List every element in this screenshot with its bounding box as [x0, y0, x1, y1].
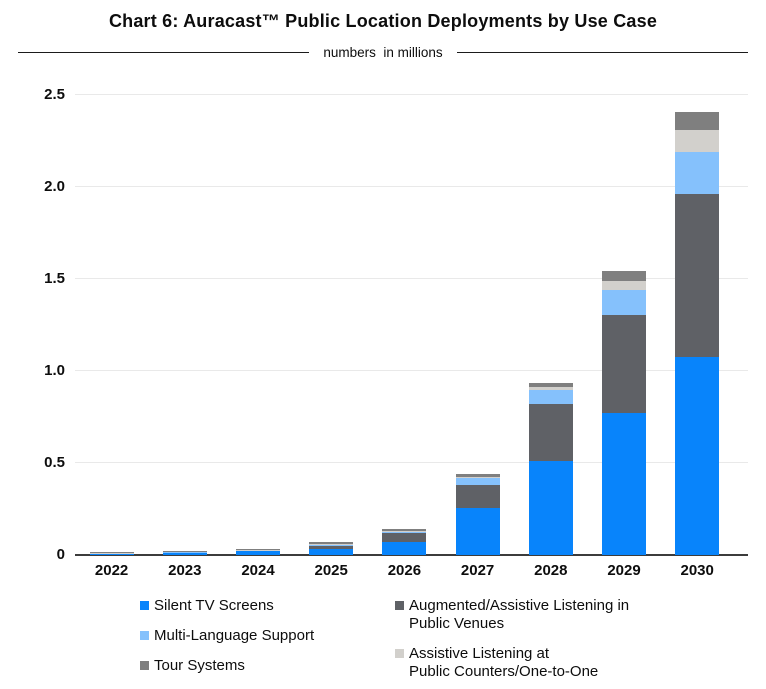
gridline-2.0	[75, 186, 748, 188]
bar-segment-2024-tour-systems	[236, 548, 280, 550]
legend-item-multi-language-support: Multi-Language Support	[140, 627, 395, 645]
gridline-1.5	[75, 278, 748, 280]
bar-segment-2028-multi-language-support	[528, 390, 573, 404]
bar-2027	[455, 85, 500, 555]
bar-segment-2028-augmented-assistive-listening-in-public-venues	[528, 403, 573, 462]
legend-swatch-icon	[140, 661, 149, 670]
bar-2025	[309, 85, 354, 555]
bar-segment-2026-multi-language-support	[382, 531, 427, 534]
y-tick-label-1.0: 1.0	[44, 361, 65, 379]
bar-2022	[89, 85, 134, 555]
bar-segment-2029-multi-language-support	[602, 289, 646, 315]
subtitle-rule-left	[18, 51, 310, 54]
bar-segment-2029-augmented-assistive-listening-in-public-venues	[602, 314, 646, 414]
bar-segment-2027-assistive-listening-at-public-counters-one-to-one	[455, 476, 500, 479]
bar-segment-2028-tour-systems	[528, 382, 573, 388]
legend-column-right: Augmented/Assistive Listening in Public …	[395, 597, 735, 689]
legend-label: Augmented/Assistive Listening in Public …	[409, 597, 630, 632]
gridline-1.0	[75, 370, 748, 372]
bar-segment-2030-tour-systems	[675, 112, 720, 130]
bar-segment-2026-silent-tv-screens	[382, 542, 427, 555]
x-tick-label-2024: 2024	[241, 562, 275, 579]
chart-subtitle-row: numbers in millions	[18, 44, 749, 61]
x-axis-labels: 2022 2023 2024 2025 2026 2027 2028 2029 2030	[75, 562, 748, 584]
bar-segment-2024-augmented-assistive-listening-in-public-venues	[236, 550, 280, 552]
gridline-2.5	[75, 94, 748, 95]
bar-segment-2024-silent-tv-screens	[236, 551, 280, 555]
legend-item-silent-tv-screens: Silent TV Screens	[140, 597, 395, 615]
bar-segment-2025-augmented-assistive-listening-in-public-venues	[309, 545, 354, 549]
bar-2024	[236, 85, 280, 555]
bar-2028	[528, 85, 573, 555]
bar-segment-2027-multi-language-support	[455, 478, 500, 485]
bar-segment-2026-assistive-listening-at-public-counters-one-to-one	[382, 530, 427, 532]
legend-swatch-icon	[395, 649, 404, 658]
chart-subtitle: numbers in millions	[323, 45, 443, 60]
bar-segment-2023-silent-tv-screens	[162, 552, 207, 555]
x-tick-label-2029: 2029	[607, 562, 641, 579]
bar-segment-2027-silent-tv-screens	[455, 508, 500, 555]
subtitle-rule-right	[456, 51, 749, 54]
bar-segment-2026-tour-systems	[382, 529, 427, 531]
legend-label: Assistive Listening at Public Counters/O…	[409, 645, 599, 680]
bar-segment-2029-assistive-listening-at-public-counters-one-to-one	[602, 281, 646, 290]
legend-column-left: Silent TV Screens Multi-Language Support…	[140, 597, 395, 689]
x-tick-label-2025: 2025	[314, 562, 348, 579]
legend-label: Multi-Language Support	[154, 627, 315, 644]
bar-segment-2028-silent-tv-screens	[528, 461, 573, 555]
bar-segment-2030-augmented-assistive-listening-in-public-venues	[675, 193, 720, 357]
y-tick-label-2.0: 2.0	[44, 177, 65, 195]
bar-segment-2028-assistive-listening-at-public-counters-one-to-one	[528, 387, 573, 391]
legend-item-augmented-assistive-listening: Augmented/Assistive Listening in Public …	[395, 597, 735, 633]
x-tick-label-2026: 2026	[387, 562, 422, 579]
bar-segment-2022-augmented-assistive-listening-in-public-venues	[89, 553, 134, 554]
bar-2023	[162, 85, 207, 555]
bar-segment-2025-silent-tv-screens	[309, 548, 354, 555]
chart-title: Chart 6: Auracast™ Public Location Deplo…	[108, 11, 658, 31]
bar-segment-2026-augmented-assistive-listening-in-public-venues	[382, 533, 427, 543]
legend-swatch-icon	[395, 601, 404, 610]
legend-swatch-icon	[140, 601, 149, 610]
legend-swatch-icon	[140, 631, 149, 640]
y-tick-label-0.5: 0.5	[44, 453, 65, 471]
bar-segment-2027-augmented-assistive-listening-in-public-venues	[455, 484, 500, 509]
x-axis-line	[75, 554, 748, 556]
y-tick-label-0: 0	[56, 546, 65, 563]
bar-segment-2022-silent-tv-screens	[89, 553, 134, 555]
legend-item-assistive-listening-counters: Assistive Listening at Public Counters/O…	[395, 645, 735, 681]
legend-label: Silent TV Screens	[154, 597, 274, 614]
bar-segment-2027-tour-systems	[455, 474, 500, 477]
bar-segment-2030-assistive-listening-at-public-counters-one-to-one	[675, 129, 720, 153]
x-tick-label-2027: 2027	[460, 562, 495, 579]
y-tick-label-2.5: 2.5	[44, 85, 65, 103]
bar-segment-2029-tour-systems	[602, 271, 646, 282]
bar-segment-2029-silent-tv-screens	[602, 413, 646, 555]
bar-segment-2025-multi-language-support	[309, 544, 354, 546]
legend-label: Tour Systems	[154, 657, 245, 674]
gridline-0.5	[75, 462, 748, 464]
y-tick-label-1.5: 1.5	[44, 269, 65, 287]
x-tick-label-2030: 2030	[680, 562, 714, 579]
legend: Silent TV Screens Multi-Language Support…	[140, 597, 735, 689]
x-tick-label-2028: 2028	[534, 562, 568, 579]
x-tick-label-2023: 2023	[168, 562, 202, 579]
bar-segment-2025-tour-systems	[309, 542, 354, 544]
bar-2029	[602, 85, 646, 555]
legend-item-tour-systems: Tour Systems	[140, 657, 395, 675]
bar-segment-2030-multi-language-support	[675, 152, 720, 194]
plot-area: 0 0.5 1.0 1.5 2.0 2.5	[44, 85, 748, 563]
x-tick-label-2022: 2022	[94, 562, 129, 579]
bar-segment-2023-augmented-assistive-listening-in-public-venues	[162, 551, 207, 553]
bar-segment-2030-silent-tv-screens	[675, 357, 720, 555]
bar-2030	[675, 85, 720, 555]
bar-2026	[382, 85, 427, 555]
